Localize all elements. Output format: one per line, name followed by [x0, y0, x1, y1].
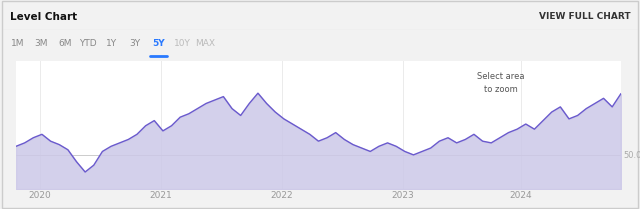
Text: 6M: 6M — [58, 39, 72, 48]
Text: 10Y: 10Y — [173, 39, 191, 48]
Text: 5Y: 5Y — [152, 39, 165, 48]
Text: Level Chart: Level Chart — [10, 12, 77, 22]
Text: VIEW FULL CHART: VIEW FULL CHART — [539, 13, 630, 22]
Text: 1Y: 1Y — [106, 39, 117, 48]
Text: MAX: MAX — [195, 39, 216, 48]
Text: YTD: YTD — [79, 39, 97, 48]
Text: 3Y: 3Y — [129, 39, 141, 48]
Text: 85.62%: 85.62% — [578, 89, 616, 98]
Text: 3M: 3M — [35, 39, 48, 48]
Text: Select area
to zoom: Select area to zoom — [477, 72, 525, 94]
Text: 1M: 1M — [11, 39, 24, 48]
